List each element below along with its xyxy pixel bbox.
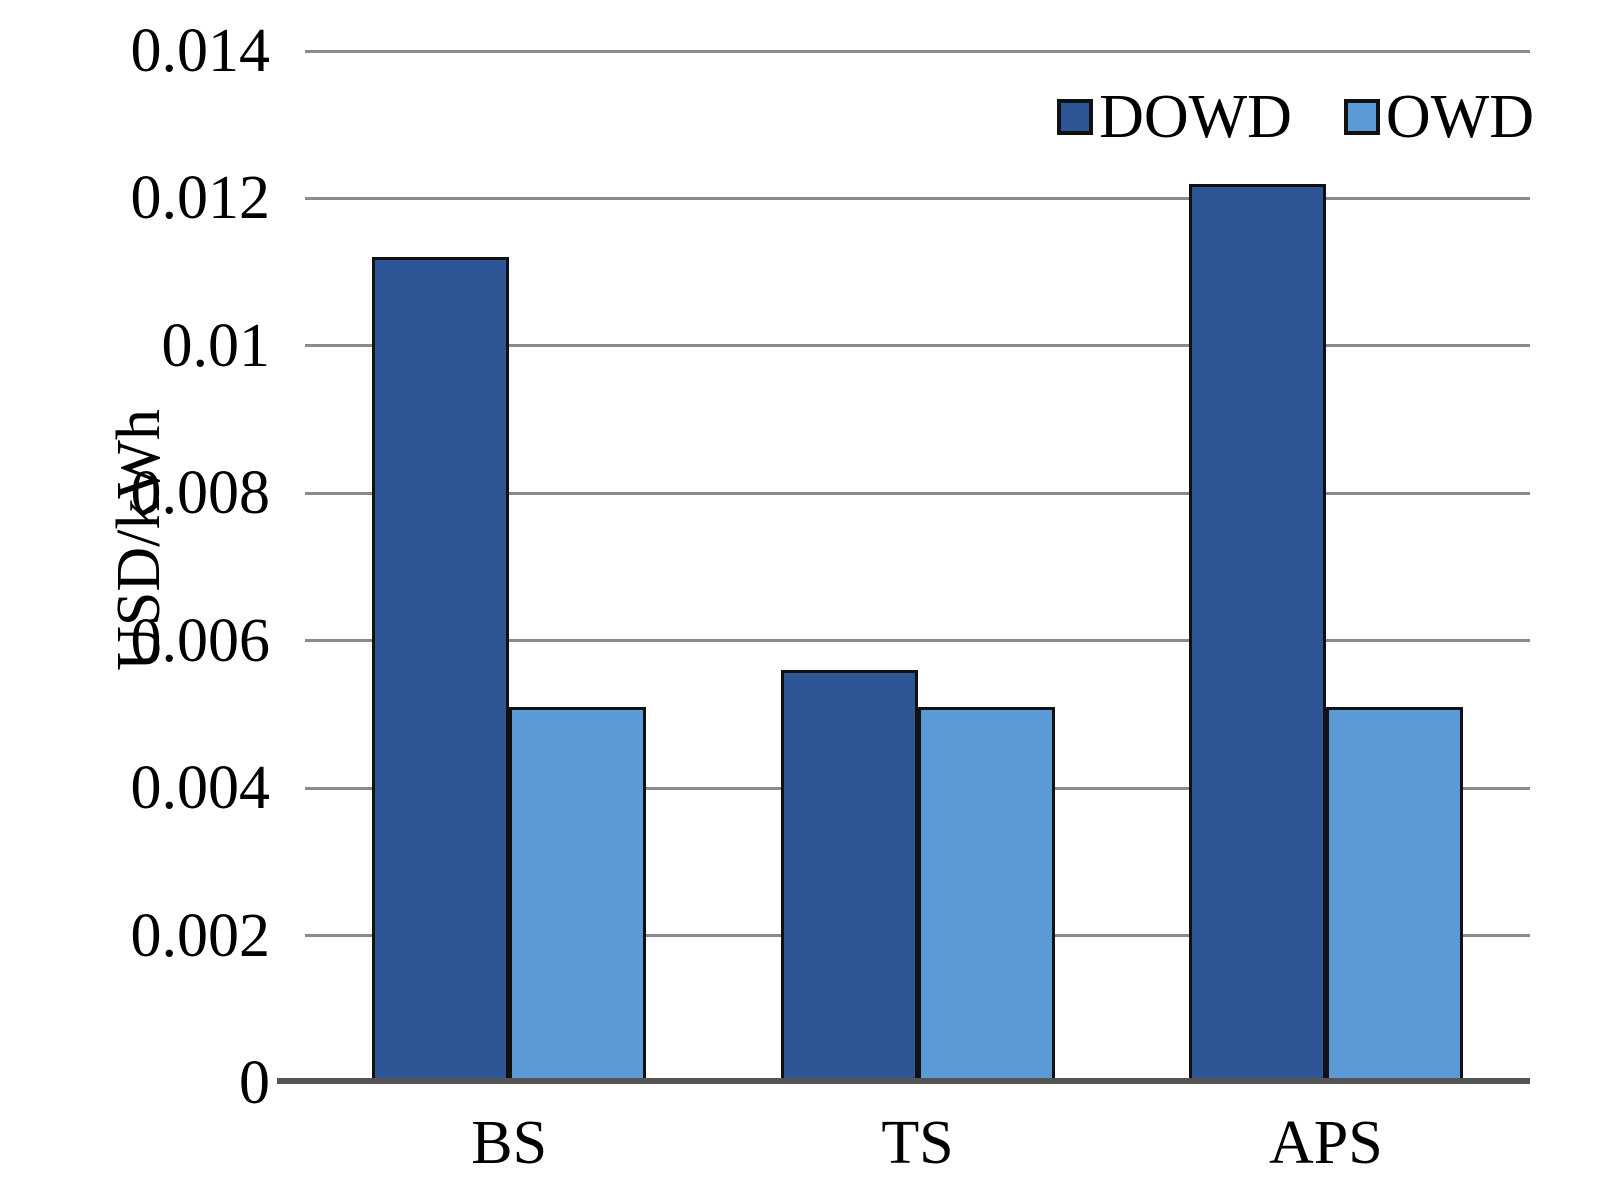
legend-label-OWD: OWD: [1385, 83, 1534, 151]
gridline-0.008: [305, 491, 1530, 495]
y-tick-label-0.004: 0.004: [130, 754, 271, 823]
legend-swatch-DOWD: [1057, 99, 1094, 135]
y-tick-label-0.006: 0.006: [130, 606, 271, 675]
x-axis-line: [277, 1078, 1530, 1084]
y-tick-label-0.008: 0.008: [130, 459, 271, 528]
gridline-0.012: [305, 196, 1530, 200]
legend-swatch-OWD: [1343, 99, 1380, 135]
gridline-0.014: [305, 49, 1530, 53]
x-axis-category-labels: BS TS APS: [305, 1108, 1530, 1178]
gridline-0.006: [305, 639, 1530, 643]
bar-TS-OWD: [918, 707, 1055, 1083]
bar-APS-OWD: [1326, 707, 1463, 1083]
bar-BS-OWD: [509, 707, 646, 1083]
y-tick-label-0.012: 0.012: [130, 164, 271, 233]
bar-APS-DOWD: [1189, 184, 1326, 1083]
y-tick-label-0.01: 0.01: [161, 311, 271, 380]
y-tick-label-0.014: 0.014: [130, 17, 271, 85]
legend-item-OWD: OWD: [1343, 83, 1534, 151]
x-label-APS: APS: [1268, 1109, 1383, 1177]
plot-area: [305, 49, 1530, 1083]
y-tick-label-0: 0: [239, 1049, 270, 1117]
x-label-BS: BS: [471, 1109, 548, 1177]
y-tick-label-0.002: 0.002: [130, 901, 271, 970]
x-label-TS: TS: [881, 1109, 954, 1177]
bar-BS-DOWD: [372, 257, 509, 1083]
gridline-0.01: [305, 344, 1530, 348]
legend: DOWD OWD: [1057, 86, 1534, 148]
bar-TS-DOWD: [781, 670, 918, 1083]
legend-item-DOWD: DOWD: [1057, 86, 1292, 148]
legend-label-DOWD: DOWD: [1099, 83, 1292, 151]
